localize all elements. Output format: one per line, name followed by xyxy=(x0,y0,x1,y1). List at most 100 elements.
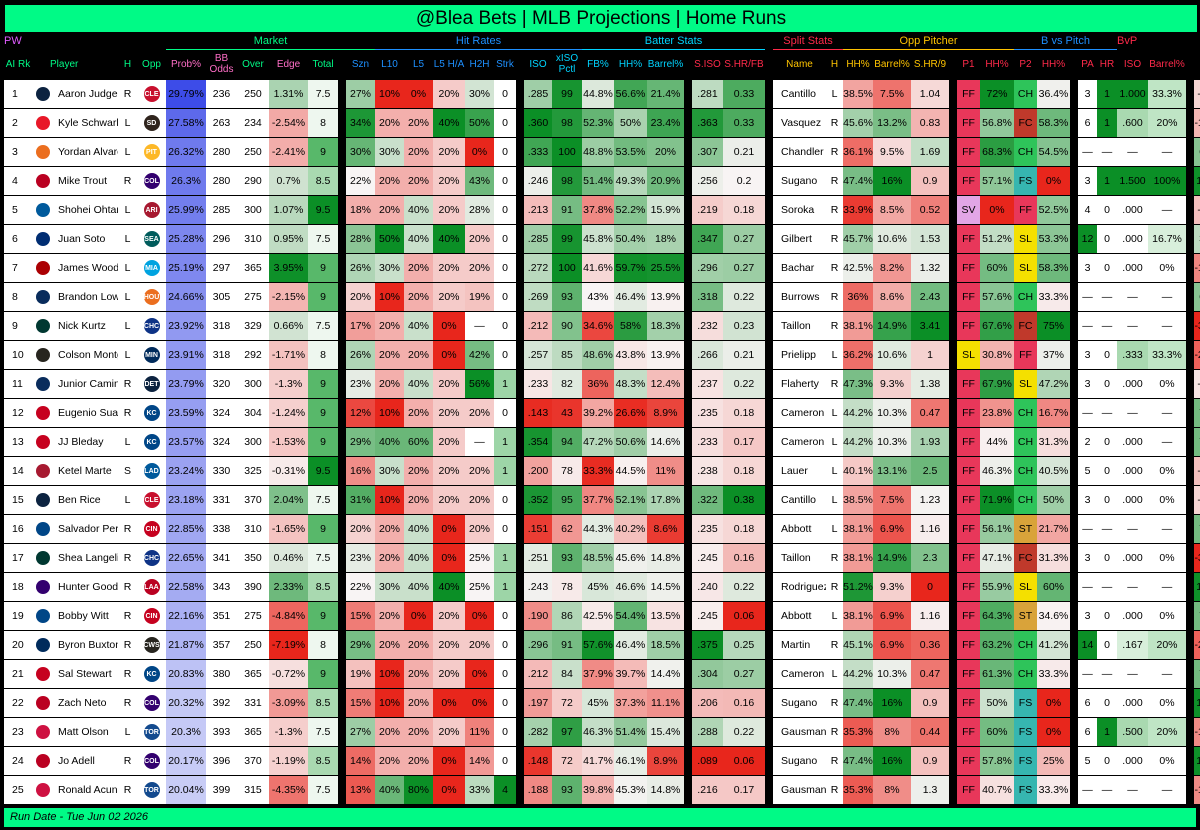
column-header-shrfb[interactable]: S.HR/FB xyxy=(723,50,765,78)
cell-rk: 24 xyxy=(4,747,32,775)
cell-pwhr: -5.33% xyxy=(1194,486,1200,514)
cell-pwhr: 12.83% xyxy=(1194,747,1200,775)
column-header-hh[interactable]: HH% xyxy=(614,50,647,78)
column-header-bb[interactable]: BB Odds xyxy=(206,50,237,78)
column-header-szn[interactable]: Szn xyxy=(346,50,375,78)
cell-p2hh: 58.3% xyxy=(1037,254,1070,282)
cell-bviso: .600 xyxy=(1117,109,1148,137)
cell-h: L xyxy=(118,109,137,137)
cell-player: Yordan Alvarez xyxy=(32,138,118,166)
column-header-barrel[interactable]: Barrel% xyxy=(647,50,684,78)
cell-hr: 0 xyxy=(1097,486,1117,514)
cell-hh: 40.2% xyxy=(614,515,647,543)
cell-hh: 50.6% xyxy=(614,428,647,456)
cell-bb: 392 xyxy=(206,689,237,717)
cell-iso: .354 xyxy=(524,428,552,456)
cell-rk: 19 xyxy=(4,602,32,630)
column-header-h2h[interactable]: H2H xyxy=(465,50,494,78)
cell-h2h: 25% xyxy=(465,544,494,572)
column-header-p1hh[interactable]: HH% xyxy=(980,50,1014,78)
opp-team-logo: HOU xyxy=(137,283,166,311)
column-header-l10[interactable]: L10 xyxy=(375,50,404,78)
cell-rk: 15 xyxy=(4,486,32,514)
cell-pbarrel: 9.5% xyxy=(873,138,911,166)
column-header-p2hh[interactable]: HH% xyxy=(1037,50,1070,78)
cell-pa: 3 xyxy=(1078,486,1097,514)
cell-iso: .282 xyxy=(524,718,552,746)
column-header-l5ha[interactable]: L5 H/A xyxy=(433,50,465,78)
column-header-pname[interactable]: Name xyxy=(773,50,826,78)
cell-bvbarrel: 0% xyxy=(1148,747,1186,775)
column-header-l5[interactable]: L5 xyxy=(404,50,433,78)
cell-ph: R xyxy=(826,312,843,340)
cell-over: 300 xyxy=(237,196,269,224)
column-header-total[interactable]: Total xyxy=(308,50,338,78)
opp-team-logo: KC xyxy=(137,660,166,688)
column-header-iso[interactable]: ISO xyxy=(524,50,552,78)
cell-rk: 5 xyxy=(4,196,32,224)
cell-rk: 11 xyxy=(4,370,32,398)
cell-p2: ST xyxy=(1014,602,1037,630)
cell-bvbarrel: — xyxy=(1148,399,1186,427)
column-header-hr[interactable]: HR xyxy=(1097,50,1117,78)
column-header-prob[interactable]: Prob% xyxy=(166,50,206,78)
cell-over: 300 xyxy=(237,428,269,456)
opp-team-logo: CIN xyxy=(137,515,166,543)
column-header-player[interactable]: Player xyxy=(32,50,118,78)
cell-hh: 56.6% xyxy=(614,80,647,108)
cell-p1hh: 68.3% xyxy=(980,138,1014,166)
cell-player: Kyle Schwarber xyxy=(32,109,118,137)
column-header-siso[interactable]: S.ISO xyxy=(692,50,723,78)
cell-siso: .245 xyxy=(692,544,723,572)
cell-edge: -3.09% xyxy=(269,689,308,717)
column-header-pbarrel[interactable]: Barrel% xyxy=(873,50,911,78)
column-header-edge[interactable]: Edge xyxy=(269,50,308,78)
column-header-pa[interactable]: PA xyxy=(1078,50,1097,78)
cell-shr9: 1.16 xyxy=(911,515,949,543)
column-header-p1[interactable]: P1 xyxy=(957,50,980,78)
cell-siso: .375 xyxy=(692,631,723,659)
column-header-p2[interactable]: P2 xyxy=(1014,50,1037,78)
column-header-bviso[interactable]: ISO xyxy=(1117,50,1148,78)
cell-p1hh: 61.3% xyxy=(980,660,1014,688)
column-header-strk[interactable]: Strk xyxy=(494,50,516,78)
column-header-xiso[interactable]: xISO Pctl xyxy=(552,50,582,78)
column-header-over[interactable]: Over xyxy=(237,50,269,78)
column-header-h[interactable]: H xyxy=(118,50,137,78)
cell-prob: 25.99% xyxy=(166,196,206,224)
cell-l5: 40% xyxy=(404,573,433,601)
column-header-phh[interactable]: HH% xyxy=(843,50,873,78)
batter-team-logo-icon xyxy=(36,290,50,304)
cell-iso: .257 xyxy=(524,341,552,369)
cell-pbarrel: 10.3% xyxy=(873,660,911,688)
player-name: Nick Kurtz xyxy=(58,320,106,332)
batter-team-logo-icon xyxy=(36,638,50,652)
cell-l5: 20% xyxy=(404,341,433,369)
column-header-bvbarrel[interactable]: Barrel% xyxy=(1148,50,1186,78)
cell-p1: FF xyxy=(957,225,980,253)
cell-l5: 20% xyxy=(404,457,433,485)
cell-l5ha: 20% xyxy=(433,428,465,456)
cell-total: 9 xyxy=(308,515,338,543)
opp-team-logo-icon: ARI xyxy=(143,202,160,218)
column-header-fb[interactable]: FB% xyxy=(582,50,614,78)
cell-rk: 1 xyxy=(4,80,32,108)
cell-bviso: .000 xyxy=(1117,457,1148,485)
column-header-pwhr[interactable]: HR xyxy=(1194,50,1200,78)
cell-l5ha: 20% xyxy=(433,138,465,166)
cell-p2: FF xyxy=(1014,341,1037,369)
cell-phh: 45.1% xyxy=(843,631,873,659)
column-header-ph[interactable]: H xyxy=(826,50,843,78)
column-header-rk[interactable]: AI Rk xyxy=(4,50,32,78)
column-header-shr9[interactable]: S.HR/9 xyxy=(911,50,949,78)
cell-phh: 51.2% xyxy=(843,573,873,601)
cell-pa: 3 xyxy=(1078,370,1097,398)
cell-player: Ben Rice xyxy=(32,486,118,514)
cell-xiso: 97 xyxy=(552,718,582,746)
column-header-opp[interactable]: Opp xyxy=(137,50,166,78)
group-header: Hit Rates xyxy=(375,33,582,49)
cell-edge: -0.72% xyxy=(269,660,308,688)
cell-iso: .243 xyxy=(524,573,552,601)
cell-strk: 0 xyxy=(494,312,516,340)
cell-l10: 20% xyxy=(375,167,404,195)
